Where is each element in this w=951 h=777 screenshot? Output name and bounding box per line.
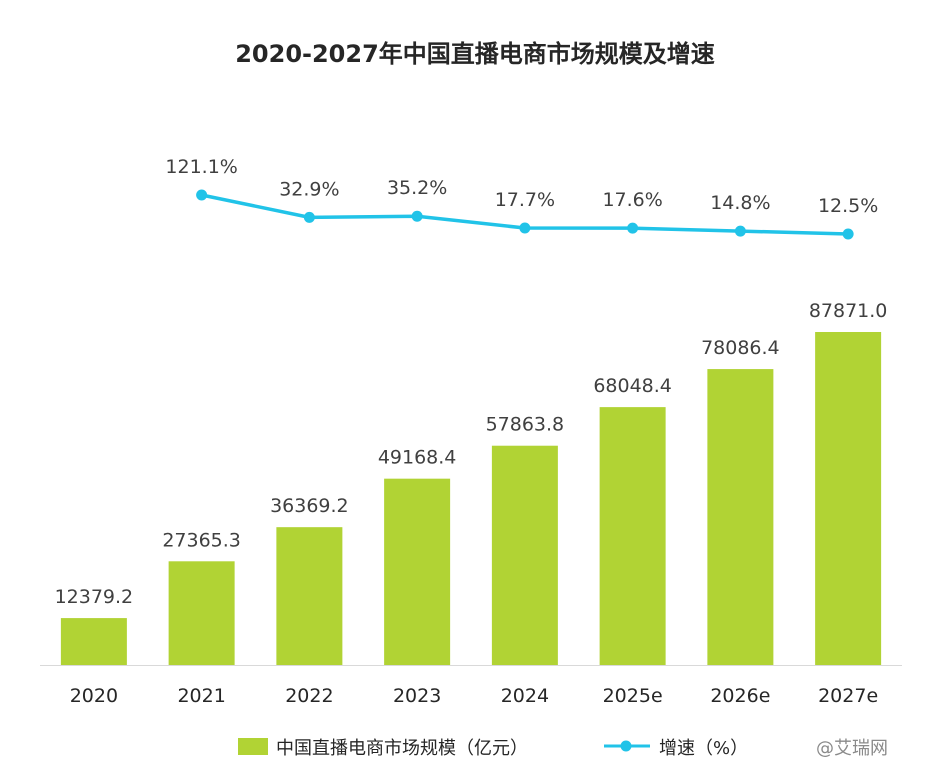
growth-point <box>411 210 423 222</box>
legend-swatch-bar <box>238 738 268 755</box>
growth-value-label: 32.9% <box>279 178 339 200</box>
bar-value-label: 12379.2 <box>55 586 134 608</box>
growth-value-label: 14.8% <box>710 192 770 214</box>
bar-2027e <box>815 332 882 665</box>
legend-swatch-marker <box>620 740 632 752</box>
bar-2020 <box>60 618 127 665</box>
growth-point <box>627 222 639 234</box>
growth-point <box>842 228 854 240</box>
chart-title: 2020-2027年中国直播电商市场规模及增速 <box>235 40 715 68</box>
growth-value-label: 17.6% <box>602 189 662 211</box>
x-tick-label: 2024 <box>501 685 549 707</box>
x-tick-label: 2027e <box>818 685 878 707</box>
x-tick-label: 2023 <box>393 685 441 707</box>
x-tick-label: 2020 <box>70 685 118 707</box>
bar-2026e <box>707 369 774 665</box>
legend: 中国直播电商市场规模（亿元） 增速（%） <box>238 738 748 759</box>
x-tick-label: 2021 <box>177 685 225 707</box>
bar-value-label: 87871.0 <box>809 300 888 322</box>
growth-point <box>519 222 531 234</box>
growth-point <box>303 211 315 223</box>
x-tick-label: 2026e <box>710 685 770 707</box>
bar-2023 <box>384 478 451 665</box>
bar-group <box>60 332 882 665</box>
bar-value-label: 78086.4 <box>701 337 780 359</box>
bar-2025e <box>599 407 666 665</box>
bar-2021 <box>168 561 235 665</box>
bar-2024 <box>491 445 558 665</box>
x-axis: 2020 2021 2022 2023 2024 2025e 2026e 2027e <box>40 665 902 707</box>
growth-value-label: 17.7% <box>495 189 555 211</box>
growth-value-label: 121.1% <box>165 156 237 178</box>
legend-label-bar: 中国直播电商市场规模（亿元） <box>276 738 528 759</box>
growth-line-group: 121.1% 32.9% 35.2% 17.7% 17.6% 14.8% 12.5% <box>165 156 878 240</box>
bar-value-label: 27365.3 <box>162 529 241 551</box>
growth-value-label: 35.2% <box>387 177 447 199</box>
x-tick-label: 2022 <box>285 685 333 707</box>
bar-label-group: 12379.2 27365.3 36369.2 49168.4 57863.8 68048… <box>55 300 888 608</box>
growth-point <box>196 189 208 201</box>
legend-label-line: 增速（%） <box>659 738 748 759</box>
x-tick-label: 2025e <box>603 685 663 707</box>
bar-value-label: 57863.8 <box>486 414 565 436</box>
growth-value-label: 12.5% <box>818 195 878 217</box>
bar-2022 <box>276 527 343 665</box>
watermark: @艾瑞网 <box>816 738 888 759</box>
bar-value-label: 36369.2 <box>270 495 349 517</box>
bar-value-label: 49168.4 <box>378 447 457 469</box>
growth-point <box>734 225 746 237</box>
bar-value-label: 68048.4 <box>593 375 672 397</box>
